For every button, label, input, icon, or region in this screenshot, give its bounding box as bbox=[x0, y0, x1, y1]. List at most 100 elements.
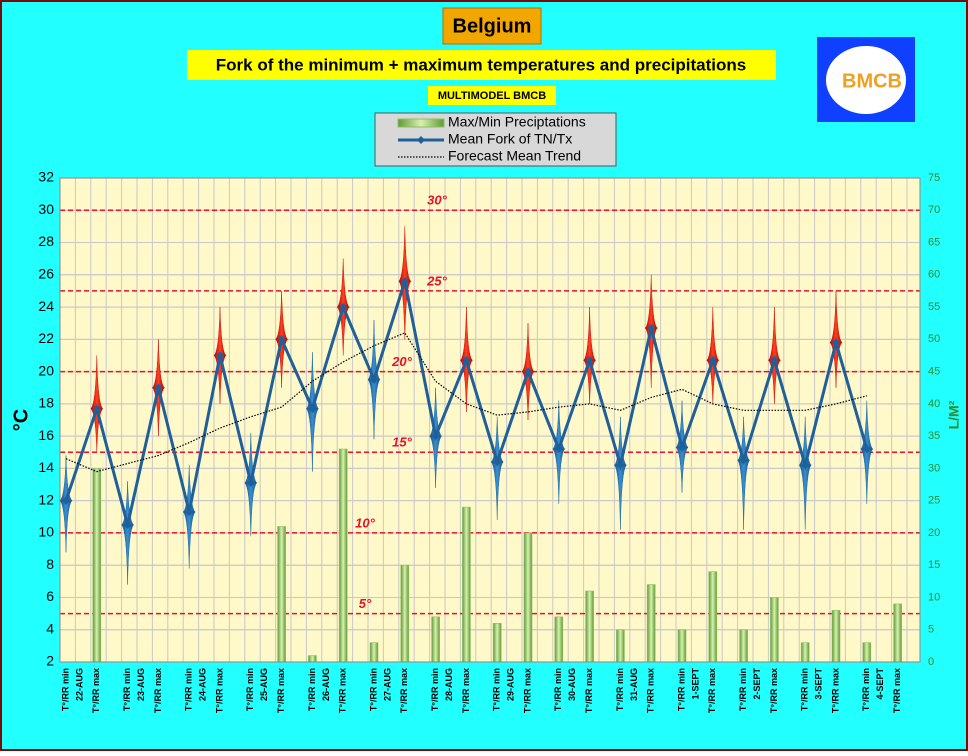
date-label: 23-AUG bbox=[136, 668, 146, 701]
precip-bar bbox=[400, 564, 410, 663]
mean-marker bbox=[708, 356, 717, 365]
reference-label: 10° bbox=[355, 515, 375, 530]
date-label: 26-AUG bbox=[321, 668, 331, 701]
y2-tick-label: 65 bbox=[928, 236, 940, 248]
mean-marker bbox=[832, 338, 840, 347]
logo-text: BMCB bbox=[842, 70, 902, 92]
fork bbox=[798, 416, 812, 530]
y-tick-label: 26 bbox=[38, 266, 54, 282]
mean-marker bbox=[246, 478, 255, 487]
precip-bar bbox=[492, 622, 502, 663]
fork bbox=[121, 481, 134, 585]
mean-marker bbox=[370, 375, 378, 384]
fork bbox=[90, 355, 104, 453]
y-tick-label: 4 bbox=[46, 620, 54, 636]
reference-label: 25° bbox=[426, 273, 447, 288]
mean-marker bbox=[493, 457, 502, 466]
precip-bar bbox=[893, 603, 902, 663]
date-label: 25-AUG bbox=[259, 668, 269, 701]
y-tick-label: 6 bbox=[46, 588, 54, 604]
fork bbox=[182, 465, 196, 569]
mean-marker bbox=[431, 432, 440, 441]
x-tick-label: T°/RR min bbox=[738, 668, 748, 711]
mean-marker bbox=[308, 404, 317, 413]
date-label: 4-SEPT bbox=[875, 668, 885, 700]
note: MULTIMODEL BMCB bbox=[438, 90, 546, 102]
mean-marker bbox=[770, 356, 779, 365]
date-label: 24-AUG bbox=[198, 668, 208, 701]
precip-bar bbox=[770, 597, 779, 663]
y-tick-label: 18 bbox=[38, 395, 54, 411]
y2-tick-label: 35 bbox=[928, 430, 940, 442]
precip-bar bbox=[369, 642, 379, 663]
y2-tick-label: 40 bbox=[928, 398, 940, 410]
y2-tick-label: 50 bbox=[928, 333, 940, 345]
x-tick-label: T°/RR max bbox=[707, 668, 717, 713]
precip-bar bbox=[92, 468, 102, 663]
y-tick-label: 28 bbox=[38, 233, 54, 249]
x-tick-label: T°/RR max bbox=[153, 668, 163, 713]
mean-marker bbox=[739, 456, 748, 465]
precip-bar bbox=[739, 629, 748, 663]
y-tick-label: 2 bbox=[46, 653, 54, 669]
precip-bar bbox=[800, 642, 810, 663]
x-tick-label: T°/RR max bbox=[214, 668, 224, 713]
x-tick-label: T°/RR min bbox=[307, 668, 317, 711]
x-tick-label: T°/RR max bbox=[646, 668, 656, 713]
legend-label: Forecast Mean Trend bbox=[448, 148, 581, 164]
plot-area bbox=[60, 178, 920, 662]
date-label: 31-AUG bbox=[629, 668, 639, 701]
y-tick-label: 20 bbox=[38, 362, 54, 378]
mean-marker bbox=[277, 335, 286, 344]
mean-marker bbox=[185, 507, 194, 516]
x-tick-label: T°/RR min bbox=[861, 668, 871, 711]
x-tick-label: T°/RR min bbox=[368, 668, 378, 711]
precip-bar bbox=[431, 616, 440, 663]
precip-bar bbox=[585, 590, 594, 663]
precip-bar bbox=[277, 526, 286, 663]
y2-tick-label: 15 bbox=[928, 559, 940, 571]
x-tick-label: T°/RR min bbox=[122, 668, 132, 711]
fork bbox=[614, 416, 627, 530]
y-tick-label: 16 bbox=[38, 427, 54, 443]
x-tick-label: T°/RR max bbox=[522, 668, 532, 713]
date-label: 28-AUG bbox=[444, 668, 454, 701]
mean-marker bbox=[339, 303, 348, 312]
x-tick-label: T°/RR max bbox=[892, 668, 902, 713]
legend-swatch bbox=[397, 118, 445, 128]
date-label: 2-SEPT bbox=[752, 668, 762, 700]
date-label: 27-AUG bbox=[382, 668, 392, 701]
precip-bar bbox=[338, 448, 348, 663]
x-tick-label: T°/RR max bbox=[830, 668, 840, 713]
y2-tick-label: 45 bbox=[928, 366, 940, 378]
x-tick-label: T°/RR max bbox=[584, 668, 594, 713]
mean-marker bbox=[647, 324, 656, 333]
precip-bar bbox=[862, 642, 872, 663]
y-tick-label: 10 bbox=[38, 524, 54, 540]
reference-label: 15° bbox=[392, 435, 412, 450]
y2-tick-label: 70 bbox=[928, 204, 940, 216]
precip-bar bbox=[708, 571, 718, 663]
mean-marker bbox=[123, 520, 132, 529]
mean-marker bbox=[400, 277, 409, 286]
mean-marker bbox=[524, 367, 532, 376]
mean-marker bbox=[616, 461, 625, 470]
precip-bar bbox=[616, 629, 625, 663]
plot-border bbox=[59, 177, 921, 663]
mean-marker bbox=[462, 356, 471, 365]
x-tick-label: T°/RR min bbox=[553, 668, 563, 711]
precip-bar bbox=[554, 616, 564, 663]
precip-bar bbox=[677, 629, 687, 663]
x-tick-label: T°/RR max bbox=[338, 668, 348, 713]
precip-bar bbox=[831, 610, 841, 663]
precip-bar bbox=[308, 655, 317, 663]
y2-tick-label: 20 bbox=[928, 527, 940, 539]
chart-title: Belgium bbox=[453, 15, 532, 37]
mean-marker bbox=[585, 356, 594, 365]
y-tick-label: 32 bbox=[38, 169, 54, 185]
x-tick-label: T°/RR max bbox=[769, 668, 779, 713]
mean-marker bbox=[62, 496, 70, 505]
mean-marker bbox=[554, 445, 563, 454]
